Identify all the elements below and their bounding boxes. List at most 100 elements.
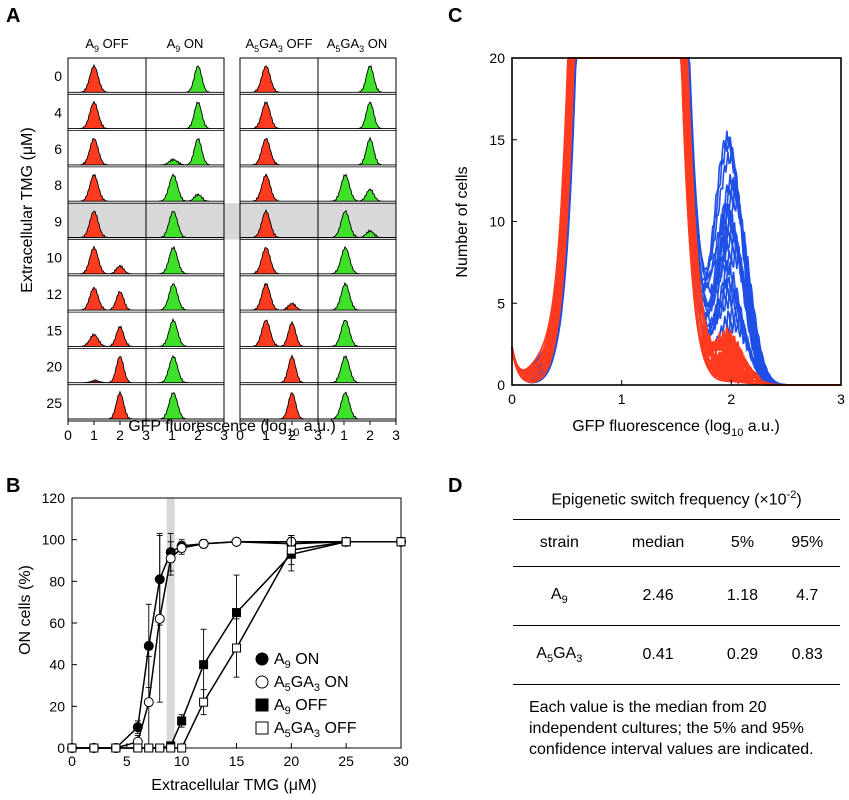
- x-tick-label: 0: [68, 753, 76, 769]
- x-tick-label: 0: [236, 427, 244, 443]
- histogram-A9_ON-row-12: [146, 283, 224, 311]
- data-point: [177, 743, 187, 753]
- row-label-8: 8: [54, 177, 62, 193]
- histogram-A9_OFF-row-0: [68, 63, 146, 93]
- x-tick-label: 20: [284, 753, 300, 769]
- row-95pct: 0.83: [774, 625, 840, 686]
- panel-a-ylabel: Extracellular TMG (μM): [19, 127, 36, 292]
- histogram-A9_ON-row-4: [146, 101, 224, 130]
- x-tick-label: 1: [340, 427, 348, 443]
- histogram-A9_ON-row-6: [146, 138, 224, 166]
- data-point: [165, 553, 176, 564]
- y-tick-label: 5: [497, 295, 505, 311]
- table-header-row: strain median 5% 95%: [513, 520, 840, 568]
- legend-sub2: 3: [314, 728, 320, 740]
- panel-label-b: B: [6, 475, 20, 497]
- row-label-12: 12: [46, 286, 62, 302]
- legend-sub: 5: [285, 728, 291, 740]
- histogram-A5_OFF-row-4: [240, 100, 318, 130]
- data-point: [396, 537, 406, 547]
- histogram-A5_ON-row-4: [318, 101, 396, 130]
- histogram-A5_ON-row-8: [318, 173, 396, 202]
- data-point: [111, 743, 121, 753]
- row-95pct: 4.7: [774, 566, 840, 627]
- column-header: A9 ON: [167, 36, 204, 54]
- legend-sub: 9: [285, 659, 291, 671]
- header-rest: ON: [364, 36, 387, 51]
- header-rest: OFF: [99, 36, 129, 51]
- panel-b-chart: ON cells (%) Extracellular TMG (μM) 0 20 4…: [17, 490, 409, 794]
- column-header: A5GA3 OFF: [245, 36, 312, 54]
- x-tick-label: 3: [142, 427, 150, 443]
- y-tick-label: 40: [49, 657, 65, 673]
- table-row: A5GA3 0.41 0.29 0.83: [513, 625, 840, 686]
- column-box: [317, 57, 397, 422]
- histogram-A5_OFF-row-8: [240, 173, 318, 202]
- histogram-A9_ON-row-0: [146, 65, 224, 93]
- x-tick-label: 1: [618, 391, 626, 407]
- histogram-A5_ON-row-10: [318, 245, 396, 275]
- histogram-A5_ON-row-6: [318, 136, 396, 166]
- data-point: [67, 743, 77, 753]
- data-point: [341, 537, 351, 547]
- legend-rest: ON: [291, 651, 319, 668]
- panel-b-xlabel: Extracellular TMG (μM): [151, 777, 316, 794]
- header-rest: OFF: [283, 36, 313, 51]
- x-tick-label: 15: [229, 753, 245, 769]
- legend-label: A9 OFF: [274, 697, 327, 717]
- row-label-10: 10: [46, 250, 62, 266]
- header-sub2: 3: [359, 44, 364, 54]
- histogram-A9_OFF-row-15: [68, 325, 146, 347]
- panel-c-chart: Number of cells GFP fluorescence (log10 …: [454, 50, 845, 439]
- x-tick-label: 2: [288, 427, 296, 443]
- switch-frequency-table: strain median 5% 95% A9 2.46 1.18 4.7 A5…: [513, 520, 840, 686]
- y-tick-label: 0: [497, 377, 505, 393]
- histogram-A5_OFF-row-20: [240, 354, 318, 384]
- histogram-A9_OFF-row-6: [68, 137, 146, 166]
- data-point: [286, 545, 296, 555]
- data-point: [89, 743, 99, 753]
- column-header: A5GA3 ON: [327, 36, 388, 54]
- legend-marker: [255, 698, 269, 712]
- legend-label: A9 ON: [274, 651, 319, 671]
- histogram-A9_OFF-row-8: [68, 173, 146, 202]
- row-label-25: 25: [46, 395, 62, 411]
- x-tick-label: 30: [393, 753, 409, 769]
- header-mid: GA: [340, 36, 359, 51]
- histogram-A9_ON-row-8: [146, 173, 224, 202]
- y-tick-label: 20: [489, 50, 505, 66]
- data-point: [143, 640, 154, 651]
- legend-rest: OFF: [291, 697, 328, 714]
- row-5pct: 0.29: [710, 625, 775, 686]
- x-tick-label: 5: [123, 753, 131, 769]
- panel-c-xlabel: GFP fluorescence (log10 a.u.): [572, 418, 780, 439]
- histogram-A5_ON-row-25: [318, 391, 396, 420]
- row-5pct: 1.18: [710, 566, 775, 627]
- header-mid: GA: [259, 36, 278, 51]
- row-strain-a9: A9: [513, 566, 606, 627]
- histogram-A5_OFF-row-15: [240, 319, 318, 347]
- header-base: A: [85, 36, 94, 51]
- panel-a-histogram-grid: Extracellular TMG (μM) GFP fluorescence …: [19, 36, 400, 443]
- highlight-band: [166, 498, 175, 748]
- histogram-A9_OFF-row-9: [68, 210, 146, 238]
- y-tick-label: 20: [49, 698, 65, 714]
- header-sub: 9: [175, 44, 180, 54]
- x-tick-label: 0: [64, 427, 72, 443]
- y-tick-label: 15: [489, 132, 505, 148]
- x-tick-label: 3: [220, 427, 228, 443]
- y-tick-label: 80: [49, 573, 65, 589]
- data-point: [144, 743, 154, 753]
- histogram-A9_ON-row-15: [146, 317, 224, 347]
- column-header: A9 OFF: [85, 36, 128, 54]
- legend-label: A5GA3 OFF: [274, 720, 357, 740]
- data-point: [166, 743, 176, 753]
- table-title: Epigenetic switch frequency (×10-2): [513, 485, 840, 521]
- data-point: [177, 716, 187, 726]
- histogram-A9_OFF-row-4: [68, 100, 146, 130]
- culture-curve-off: [511, 57, 841, 386]
- histogram-A9_OFF-row-25: [68, 390, 146, 420]
- x-tick-label: 1: [262, 427, 270, 443]
- x-tick-label: 3: [837, 391, 845, 407]
- header-rest: ON: [180, 36, 203, 51]
